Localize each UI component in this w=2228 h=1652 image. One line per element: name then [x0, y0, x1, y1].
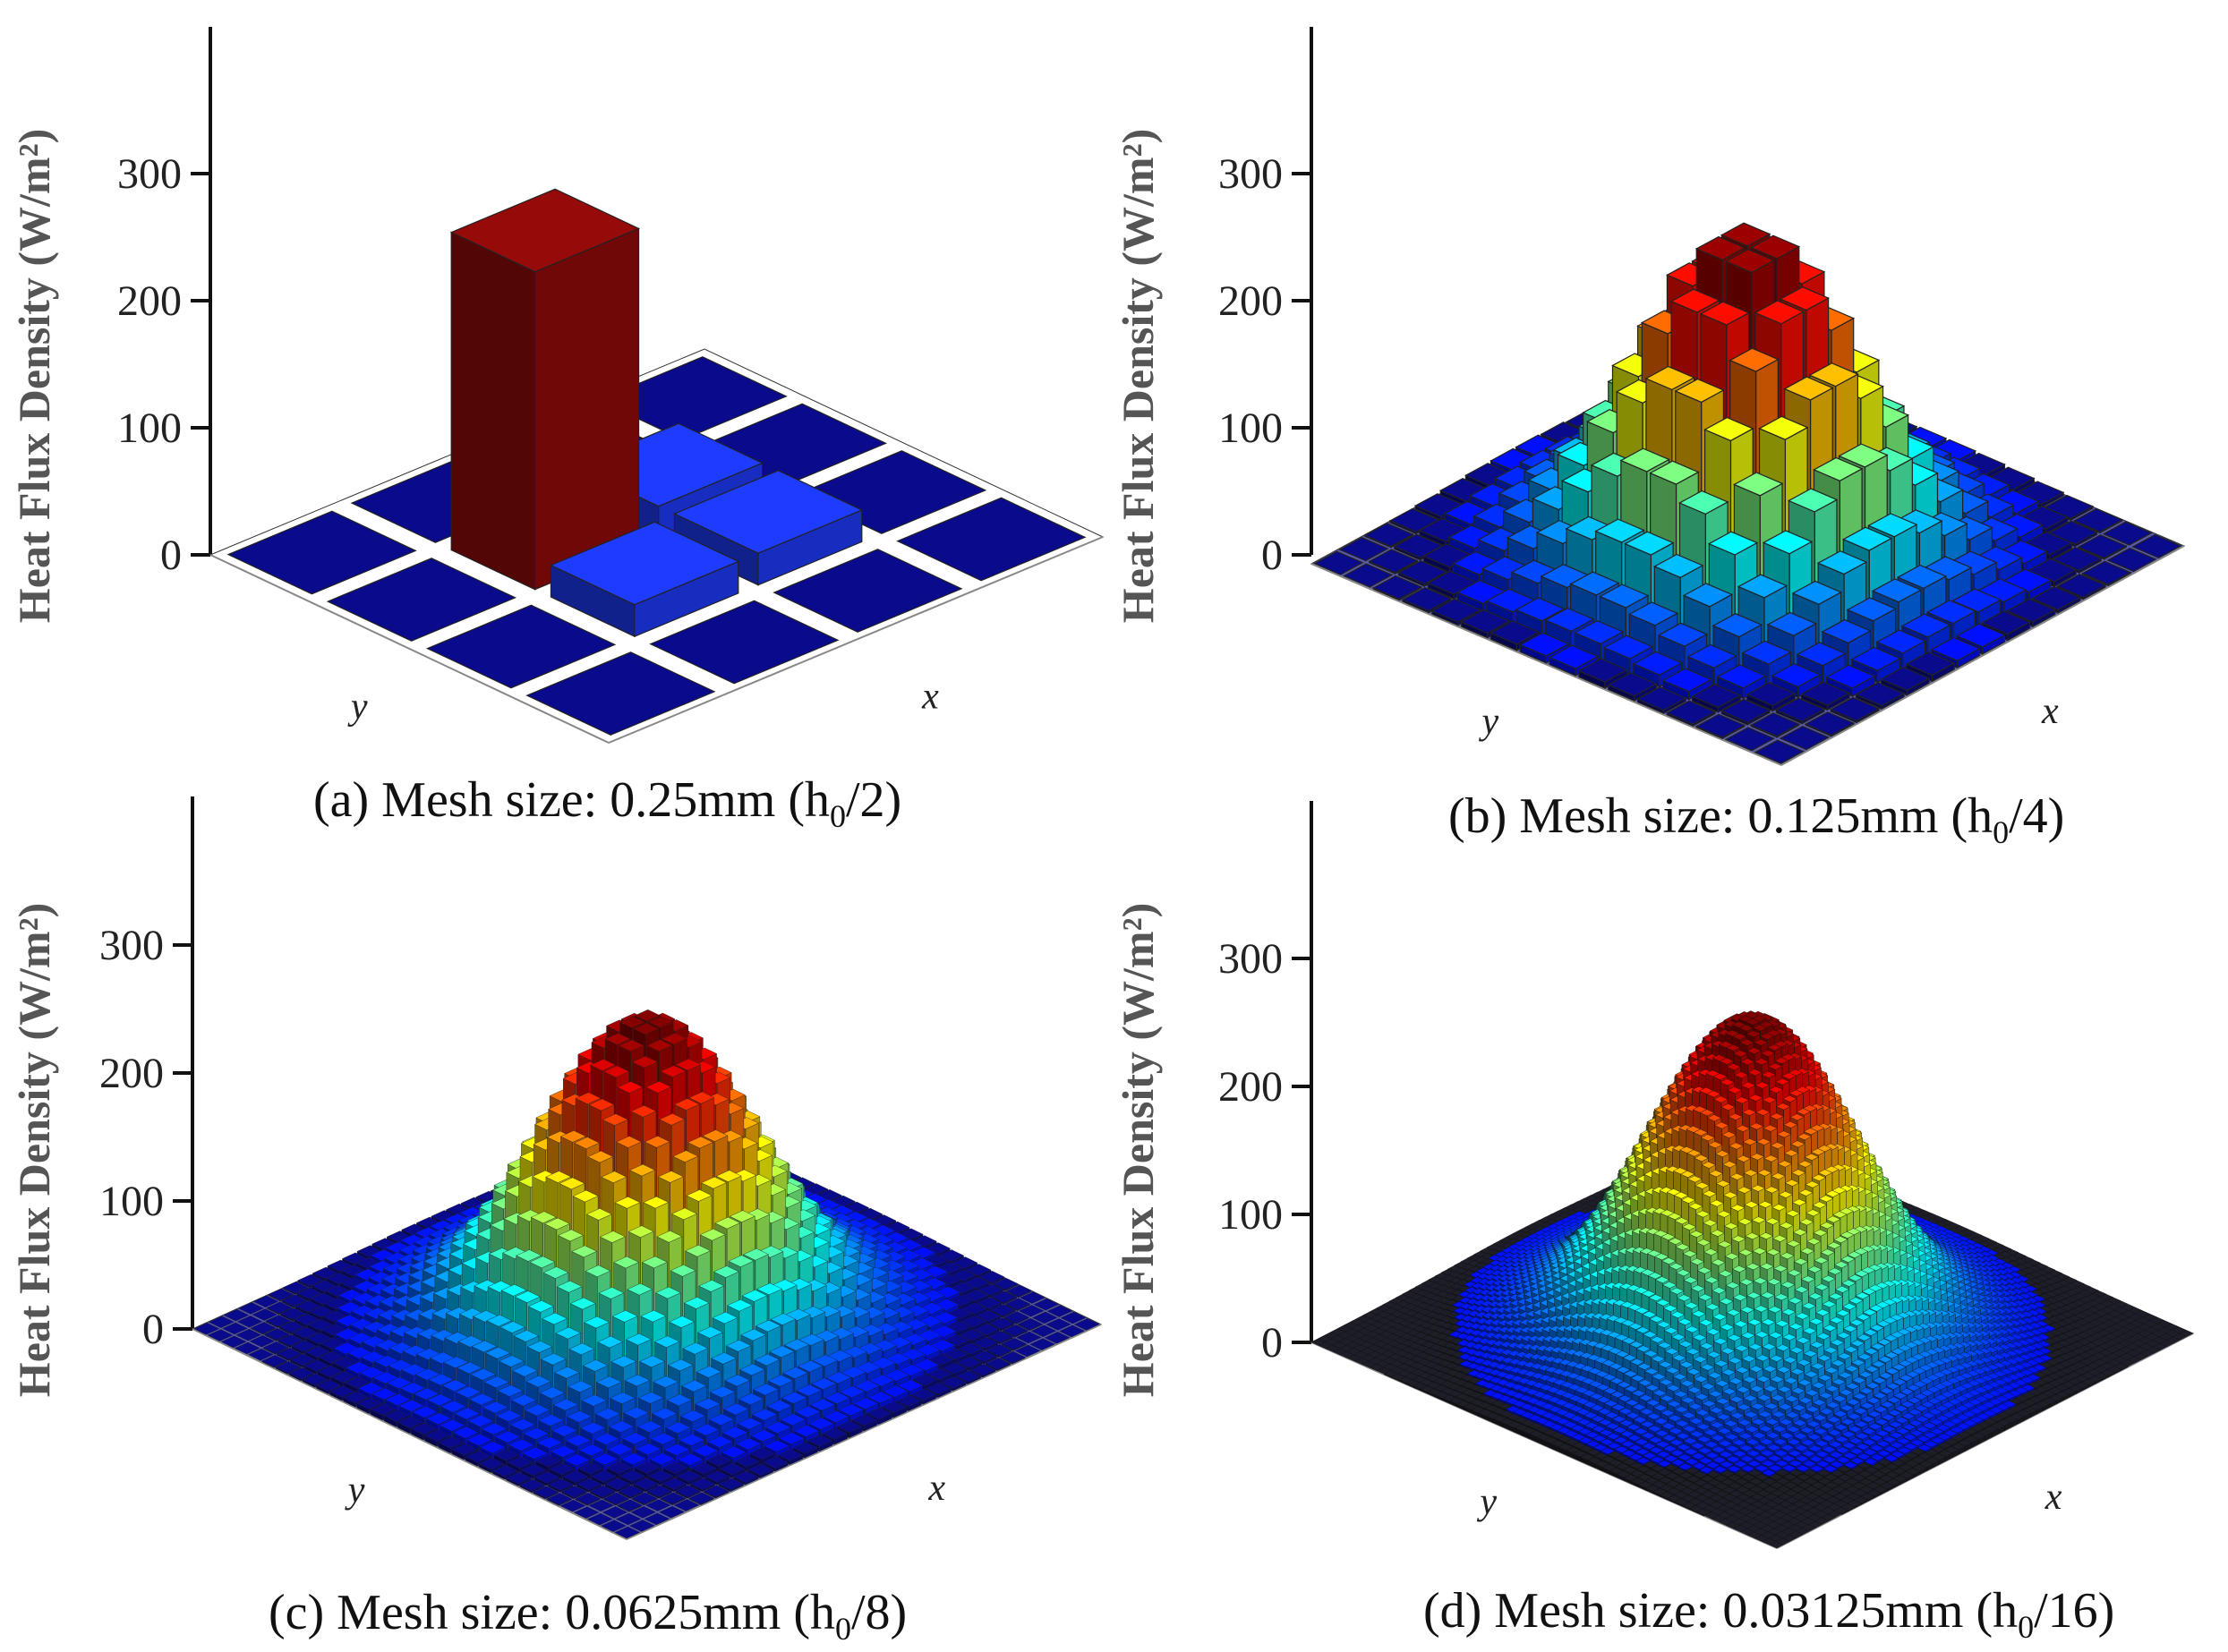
bar-a-0-0 — [226, 510, 417, 595]
bar-a-3-2 — [773, 549, 963, 633]
x-axis-letter-b: x — [2041, 691, 2059, 732]
z-tick-label-b-1: 100 — [1218, 404, 1283, 452]
y-axis-letter-b: y — [1479, 702, 1499, 743]
bar-a-1-0 — [326, 558, 517, 642]
z-tick-label-b-2: 200 — [1218, 277, 1283, 325]
z-axis-title-d: Heat Flux Density (W/m²) — [1113, 903, 1163, 1397]
z-tick-label-d-0: 0 — [1261, 1319, 1283, 1367]
y-axis-letter-d: y — [1476, 1482, 1497, 1523]
z-tick-label-a-2: 200 — [117, 277, 182, 325]
x-axis-edge-b — [1780, 545, 2185, 766]
bar-a-3-1 — [649, 600, 840, 685]
y-axis-edge-b — [1310, 563, 1782, 766]
z-axis-title-b: Heat Flux Density (W/m²) — [1113, 129, 1163, 623]
z-axis-title-a: Heat Flux Density (W/m²) — [9, 129, 59, 623]
bar-a-2-0 — [425, 604, 617, 689]
y-axis-letter-a: y — [347, 686, 368, 728]
z-tick-label-d-1: 100 — [1218, 1191, 1283, 1239]
bar-a-1-1 — [449, 188, 641, 591]
x-axis-edge-a — [608, 536, 1104, 744]
z-tick-label-a-0: 0 — [160, 532, 182, 579]
z-tick-label-d-2: 200 — [1218, 1063, 1283, 1111]
z-tick-label-b-3: 300 — [1218, 150, 1283, 198]
z-tick-label-b-0: 0 — [1261, 532, 1283, 579]
z-tick-label-a-1: 100 — [117, 404, 182, 452]
y-axis-edge-a — [209, 554, 610, 744]
bar-b-0-2 — [1363, 523, 1414, 549]
bar-a-3-3 — [896, 497, 1087, 582]
bar-a-0-3 — [597, 356, 788, 440]
z-tick-label-a-3: 300 — [117, 150, 182, 198]
x-axis-letter-a: x — [921, 677, 939, 718]
x-axis-letter-d: x — [2044, 1477, 2062, 1518]
z-tick-label-d-3: 300 — [1218, 935, 1283, 983]
bar-a-3-0 — [525, 651, 716, 736]
bar-a-2-1 — [549, 521, 740, 638]
